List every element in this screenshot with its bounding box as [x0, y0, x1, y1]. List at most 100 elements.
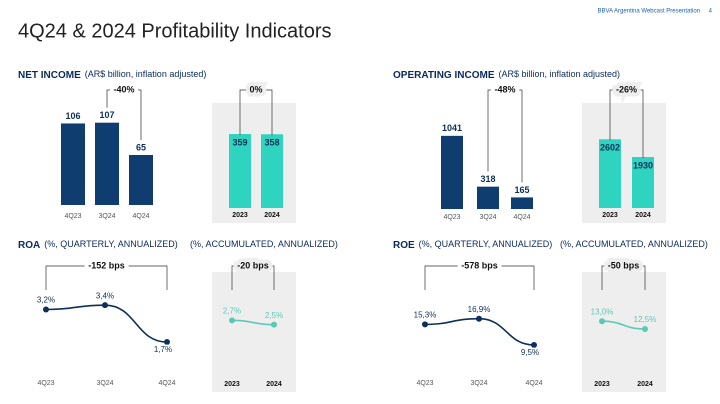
section-title: NET INCOME (AR$ billion, inflation adjust…	[18, 69, 206, 80]
x-tick-label: 4Q23	[64, 213, 81, 220]
x-tick-label: 4Q23	[443, 214, 460, 221]
bar	[129, 155, 153, 205]
value-label: 3,2%	[37, 296, 55, 305]
point	[531, 341, 537, 348]
x-tick-label: 4Q24	[132, 213, 149, 220]
bar	[441, 135, 463, 209]
panel-background	[212, 103, 296, 223]
bar	[477, 186, 499, 209]
panel-background	[212, 272, 296, 392]
section-subtitle: (%, ACCUMULATED, ANNUALIZED)	[560, 239, 708, 249]
section-title: ROA (%, QUARTERLY, ANNUALIZED)	[18, 239, 178, 250]
annotation-bracket	[239, 89, 273, 136]
section-title-main: ROA	[18, 240, 40, 251]
bar	[95, 122, 119, 205]
annotation: -152 bps	[88, 260, 125, 270]
section-title-main: OPERATING INCOME	[393, 70, 495, 81]
value-label: 107	[99, 110, 114, 120]
value-label: 318	[480, 174, 495, 184]
value-label: 1930	[633, 160, 653, 170]
bar	[229, 134, 251, 208]
section-title: (%, ACCUMULATED, ANNUALIZED)	[190, 239, 338, 249]
brand: BBVA Argentina Webcast Presentation	[597, 9, 700, 15]
section-title-main: ROE	[393, 240, 415, 251]
point	[229, 317, 235, 324]
point	[642, 326, 648, 332]
x-tick-label: 4Q23	[416, 380, 433, 387]
value-label: 1,7%	[154, 345, 172, 354]
value-label: 1041	[442, 123, 462, 133]
page-number: 4	[709, 9, 713, 15]
value-label: 12,5%	[634, 315, 657, 324]
value-label: 9,5%	[521, 348, 539, 357]
x-tick-label: 2023	[602, 212, 618, 219]
bar	[632, 157, 654, 208]
panel-background	[582, 272, 666, 392]
section-title: ROE (%, QUARTERLY, ANNUALIZED)	[393, 239, 552, 250]
annotation-bracket	[231, 265, 275, 290]
bar	[599, 139, 621, 208]
x-tick-label: 3Q24	[479, 214, 496, 221]
x-tick-label: 2023	[232, 212, 248, 219]
annotation-bracket	[601, 265, 646, 290]
x-tick-label: 2024	[637, 381, 653, 388]
point	[476, 315, 482, 322]
annotation: -40%	[113, 84, 134, 94]
x-tick-label: 4Q24	[158, 380, 175, 387]
annotation-bracket	[106, 89, 142, 140]
value-label: 359	[232, 137, 247, 147]
section-subtitle: (%, QUARTERLY, ANNUALIZED)	[44, 239, 178, 249]
line	[231, 319, 275, 326]
slide-title: 4Q24 & 2024 Profitability Indicators	[18, 20, 332, 42]
x-tick-label: 2024	[266, 381, 282, 388]
point	[271, 321, 277, 328]
annotation-bracket	[424, 265, 535, 290]
value-label: 2,7%	[223, 306, 241, 315]
value-label: 2,5%	[265, 311, 283, 320]
value-label: 65	[136, 142, 146, 152]
annotation: -26%	[616, 84, 637, 94]
bar	[61, 123, 85, 205]
point	[599, 318, 605, 325]
value-label: 2602	[600, 143, 620, 153]
section-subtitle: (AR$ billion, inflation adjusted)	[85, 69, 207, 79]
bar	[261, 134, 283, 208]
value-label: 15,3%	[414, 311, 437, 320]
point	[43, 306, 49, 313]
annotation-bracket	[487, 89, 523, 183]
value-label: 16,9%	[468, 305, 491, 314]
value-label: 106	[65, 111, 80, 121]
annotation-bracket	[45, 265, 168, 290]
section-title-main: NET INCOME	[18, 70, 81, 81]
annotation: -48%	[494, 84, 515, 94]
x-tick-label: 4Q23	[37, 380, 54, 387]
x-tick-label: 4Q24	[513, 214, 530, 221]
value-label: 358	[264, 138, 279, 148]
x-tick-label: 2024	[264, 212, 280, 219]
annotation: -20 bps	[237, 260, 269, 270]
x-tick-label: 2023	[224, 381, 240, 388]
point	[164, 339, 170, 345]
value-label: 165	[514, 185, 529, 195]
value-label: 3,4%	[96, 291, 114, 300]
annotation: 0%	[249, 84, 262, 94]
point	[102, 302, 108, 309]
x-tick-label: 2023	[594, 381, 610, 388]
bar	[511, 197, 533, 209]
section-title: OPERATING INCOME (AR$ billion, inflation …	[393, 69, 620, 80]
annotation: -578 bps	[461, 260, 498, 270]
section-title: (%, ACCUMULATED, ANNUALIZED)	[560, 239, 708, 249]
annotation-bracket	[609, 89, 644, 159]
x-tick-label: 3Q24	[98, 213, 115, 220]
x-tick-label: 2024	[635, 212, 651, 219]
line	[601, 320, 646, 330]
section-subtitle: (%, QUARTERLY, ANNUALIZED)	[419, 239, 553, 249]
x-tick-label: 3Q24	[470, 380, 487, 387]
x-tick-label: 4Q24	[525, 380, 542, 387]
annotation: -50 bps	[608, 260, 640, 270]
section-subtitle: (%, ACCUMULATED, ANNUALIZED)	[190, 239, 338, 249]
point	[422, 321, 428, 328]
x-tick-label: 3Q24	[96, 380, 113, 387]
